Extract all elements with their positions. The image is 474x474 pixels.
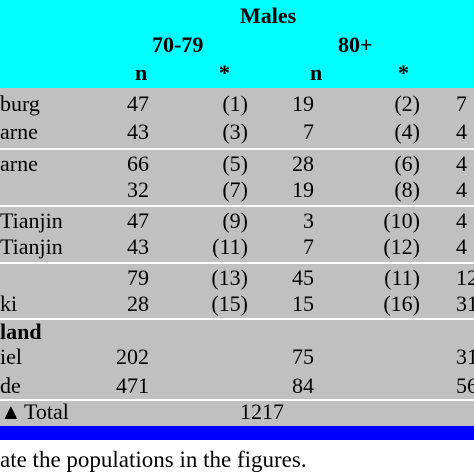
table-row: Tianjin 47 (9) 3 (10) 4 xyxy=(0,207,474,235)
cell-extra: 4 xyxy=(456,151,467,176)
cell-star-80-plus: (10) xyxy=(383,208,420,233)
cell-extra: 4 xyxy=(456,177,467,202)
col-header-star-2: * xyxy=(398,60,409,85)
cell-n-80-plus: 28 xyxy=(292,151,314,176)
cell-extra: 56 xyxy=(456,373,474,398)
cell-n-80-plus: 75 xyxy=(292,344,314,369)
cell-n-70-79: 28 xyxy=(127,291,149,316)
row-label: ki xyxy=(0,291,18,316)
cell-star-70-79: (1) xyxy=(222,91,248,116)
table-row: ki 28 (15) 15 (16) 31 xyxy=(0,290,474,318)
total-row: ▲ Total 1217 xyxy=(0,398,474,426)
cell-star-80-plus: (2) xyxy=(394,91,420,116)
cell-extra: 4 xyxy=(456,208,467,233)
cell-extra: 4 xyxy=(456,119,467,144)
row-label: arne xyxy=(0,151,38,176)
col-header-n-1: n xyxy=(135,60,148,85)
cell-star-80-plus: (12) xyxy=(383,234,420,259)
cell-star-80-plus: (8) xyxy=(394,177,420,202)
cell-n-80-plus: 7 xyxy=(303,119,314,144)
cell-star-80-plus: (16) xyxy=(383,291,420,316)
table-row: 79 (13) 45 (11) 12 xyxy=(0,264,474,292)
cell-n-80-plus: 7 xyxy=(303,234,314,259)
table-header: Males 70-79 80+ n * n * xyxy=(0,0,474,88)
table-body xyxy=(0,88,474,426)
section-label: land xyxy=(0,319,42,344)
cell-n-80-plus: 19 xyxy=(292,91,314,116)
age-group-80-plus: 80+ xyxy=(338,32,373,57)
row-label: Tianjin xyxy=(0,234,63,259)
cell-star-70-79: (5) xyxy=(222,151,248,176)
cell-extra: 7 xyxy=(456,91,467,116)
row-divider xyxy=(0,399,474,401)
row-label: arne xyxy=(0,119,38,144)
row-label: de xyxy=(0,373,21,398)
cell-n-70-79: 66 xyxy=(127,151,149,176)
cell-star-70-79: (9) xyxy=(222,208,248,233)
cell-n-80-plus: 45 xyxy=(292,265,314,290)
cell-n-80-plus: 3 xyxy=(303,208,314,233)
cell-n-70-79: 47 xyxy=(127,91,149,116)
row-divider xyxy=(0,262,474,264)
cell-star-80-plus: (4) xyxy=(394,119,420,144)
cell-extra: 12 xyxy=(456,265,474,290)
table-row: burg 47 (1) 19 (2) 7 xyxy=(0,90,474,118)
cell-extra: 31 xyxy=(456,291,474,316)
row-label: burg xyxy=(0,91,40,116)
cell-n-70-79: 79 xyxy=(127,265,149,290)
row-label: iel xyxy=(0,344,22,369)
cell-star-70-79: (15) xyxy=(211,291,248,316)
col-header-n-2: n xyxy=(310,60,323,85)
cell-star-70-79: (7) xyxy=(222,177,248,202)
cell-n-70-79: 47 xyxy=(127,208,149,233)
cell-star-80-plus: (6) xyxy=(394,151,420,176)
col-header-star-1: * xyxy=(219,60,230,85)
table-row: 32 (7) 19 (8) 4 xyxy=(0,176,474,204)
total-arrow-icon: ▲ xyxy=(0,399,22,424)
row-divider xyxy=(0,205,474,207)
row-divider xyxy=(0,148,474,150)
age-group-70-79: 70-79 xyxy=(152,32,204,57)
row-label: Tianjin xyxy=(0,208,63,233)
cell-extra: 4 xyxy=(456,234,467,259)
cell-star-70-79: (11) xyxy=(212,234,248,259)
cell-n-80-plus: 15 xyxy=(292,291,314,316)
cell-n-70-79: 32 xyxy=(127,177,149,202)
caption-text: ate the populations in the figures. xyxy=(0,447,307,472)
cell-star-70-79: (13) xyxy=(211,265,248,290)
cell-n-70-79: 202 xyxy=(116,344,149,369)
cell-n-70-79: 43 xyxy=(127,234,149,259)
table-footer-bar xyxy=(0,426,474,440)
cell-star-70-79: (3) xyxy=(222,119,248,144)
males-heading: Males xyxy=(240,3,297,28)
table-row: de 471 84 56 xyxy=(0,372,474,400)
row-divider xyxy=(0,318,474,320)
cell-extra: 31 xyxy=(456,344,474,369)
table-row: Tianjin 43 (11) 7 (12) 4 xyxy=(0,233,474,261)
cell-n-80-plus: 19 xyxy=(292,177,314,202)
table-row: iel 202 75 31 xyxy=(0,343,474,371)
table-row: arne 43 (3) 7 (4) 4 xyxy=(0,118,474,146)
cell-n-70-79: 43 xyxy=(127,119,149,144)
total-label: Total xyxy=(24,399,69,424)
table-row: arne 66 (5) 28 (6) 4 xyxy=(0,150,474,178)
section-heading-row: land xyxy=(0,318,474,346)
cell-star-80-plus: (11) xyxy=(384,265,420,290)
cell-n-80-plus: 84 xyxy=(292,373,314,398)
cell-n-70-79: 471 xyxy=(116,373,149,398)
total-value: 1217 xyxy=(240,399,284,424)
